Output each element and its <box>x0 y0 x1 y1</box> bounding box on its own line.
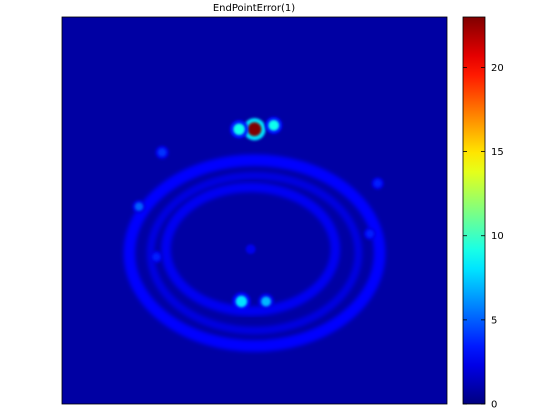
hotspot-top-right <box>268 119 280 131</box>
colorbar-tick-label: 20 <box>491 63 504 74</box>
chart-title: EndPointError(1) <box>213 3 295 14</box>
hotspot-bottom-left <box>235 295 248 308</box>
colorbar-gradient <box>463 17 485 404</box>
spot-right-top <box>373 179 382 188</box>
heatmap-frame <box>61 16 448 405</box>
hotspot-bottom-right <box>261 296 272 307</box>
colorbar-ticks: 0 5 10 15 20 <box>463 63 504 411</box>
inner-ring <box>161 182 341 316</box>
hotspot-top-left <box>233 123 245 136</box>
colorbar-tick-label: 5 <box>491 315 497 326</box>
colorbar-tick-label: 0 <box>491 400 497 411</box>
spot-right-edge <box>366 229 374 238</box>
outer-ring <box>123 154 386 352</box>
heatmap-axes <box>61 16 448 405</box>
colorbar: 0 5 10 15 20 <box>462 16 504 411</box>
heatmap-background <box>62 17 447 404</box>
colorbar-tick-label: 10 <box>491 231 504 242</box>
colorbar-tick-label: 15 <box>491 147 504 158</box>
spot-left-bottom <box>152 253 161 261</box>
colorbar-frame <box>462 16 486 405</box>
middle-ring <box>146 171 363 335</box>
heatmap-features <box>123 116 386 352</box>
spot-left-edge <box>134 202 144 211</box>
spot-center <box>247 246 254 253</box>
hotspot-top-center <box>247 122 262 137</box>
spot-left-top <box>157 148 167 157</box>
